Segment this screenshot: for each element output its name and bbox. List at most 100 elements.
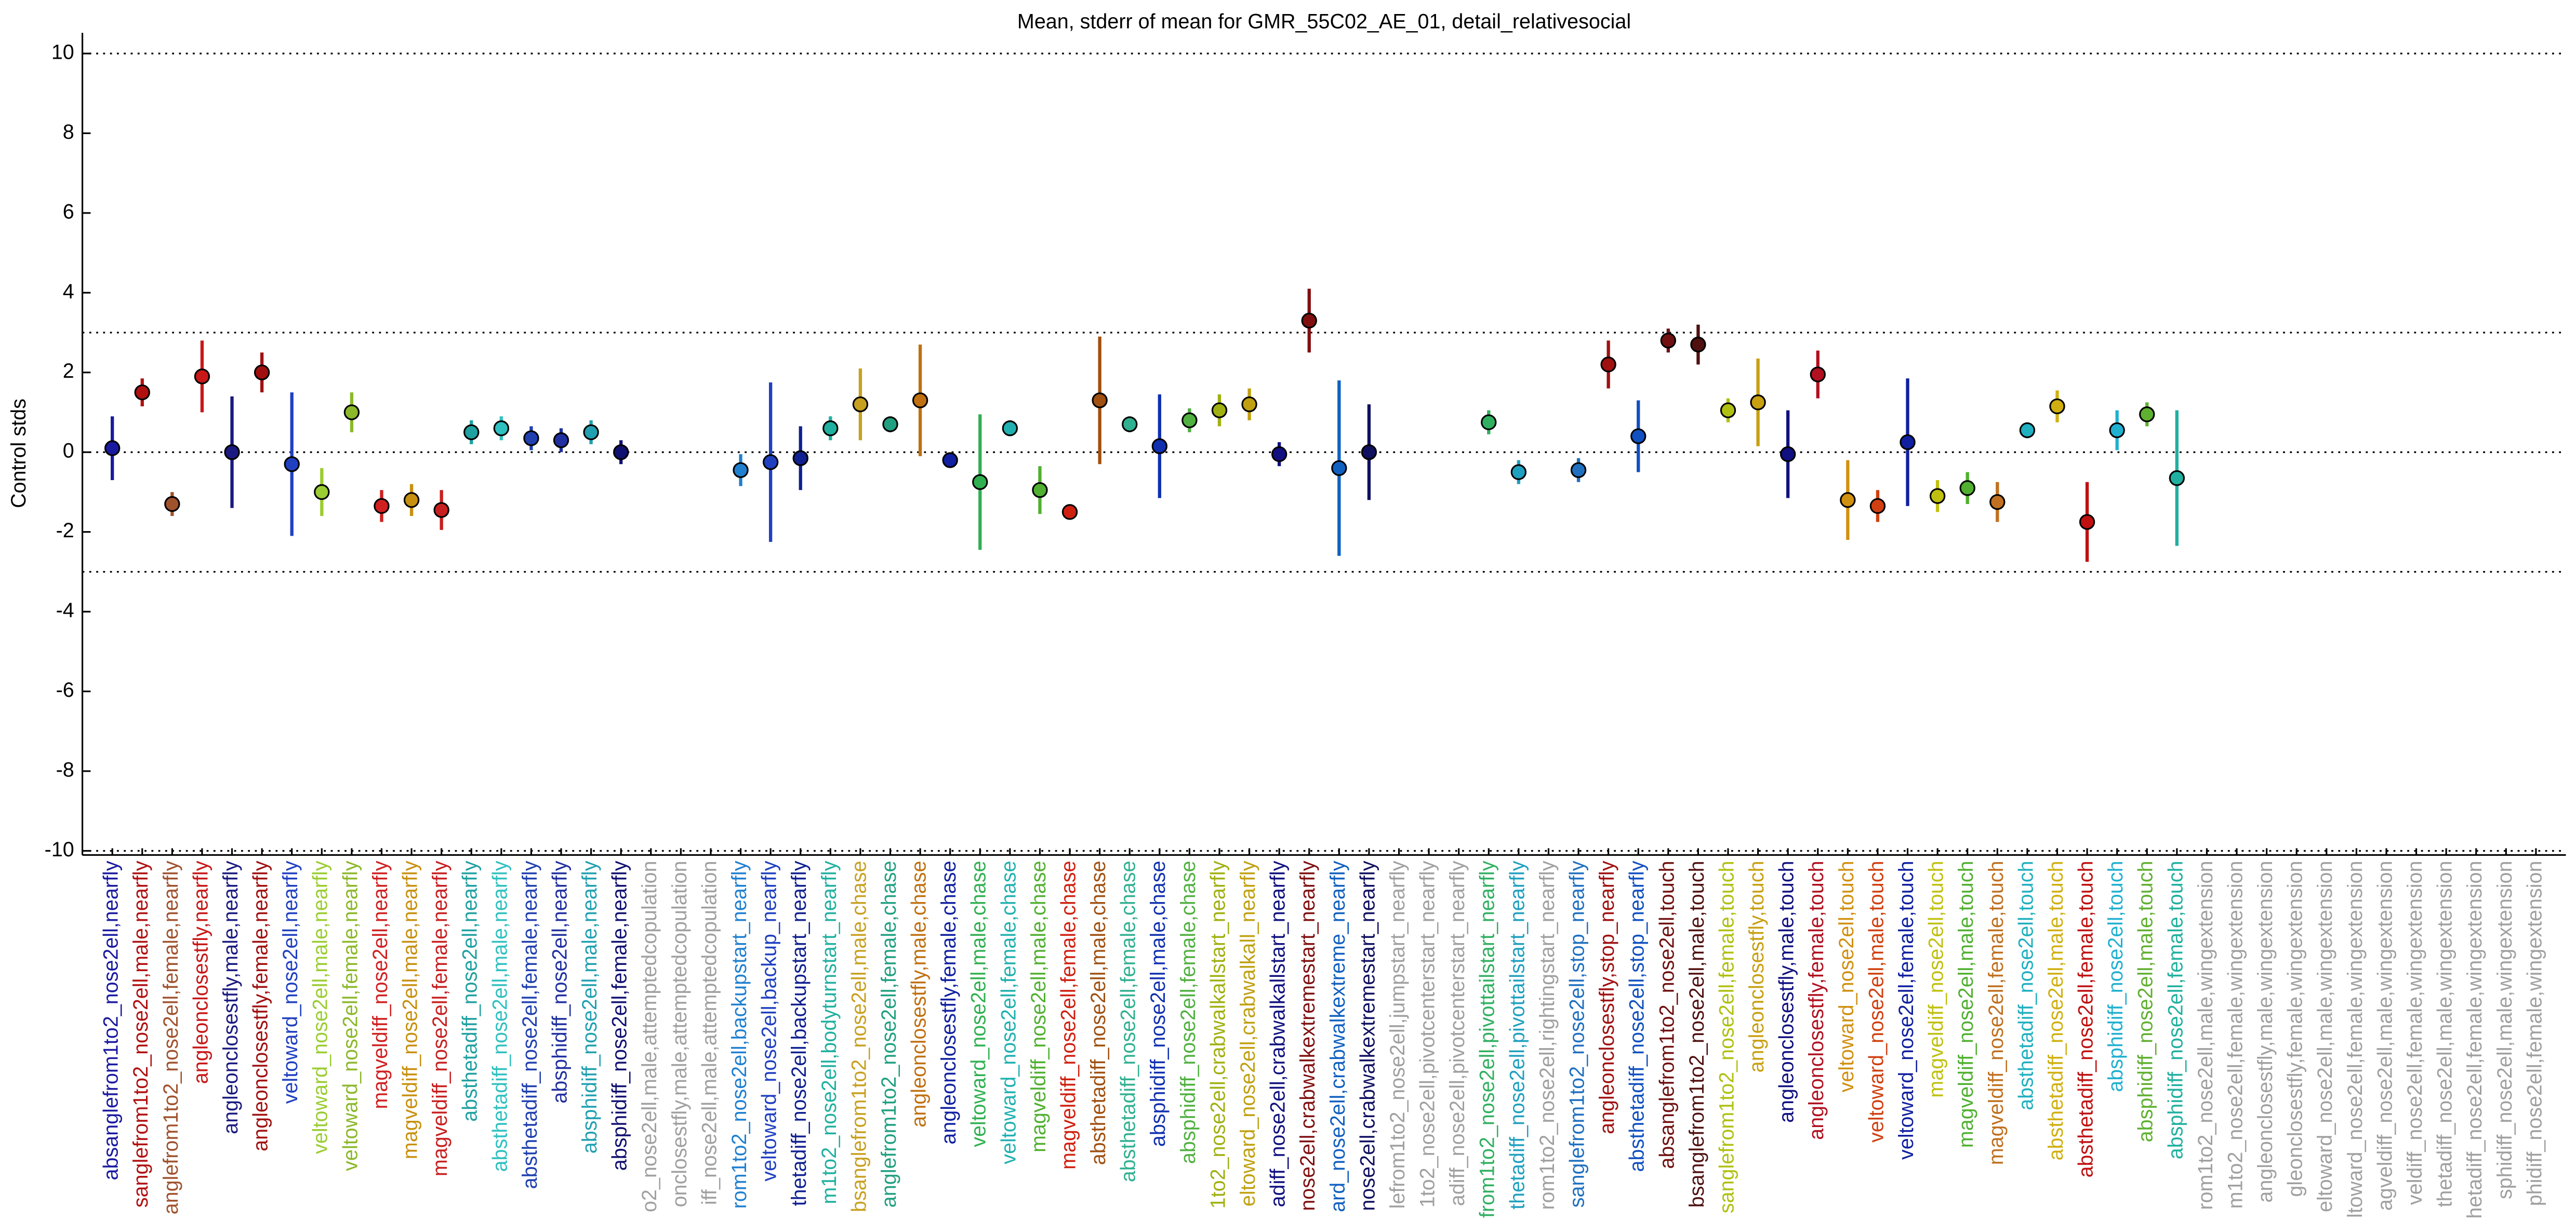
mean-marker bbox=[733, 462, 749, 478]
x-tick-label: veltoward_nose2ell,female,touch bbox=[1895, 861, 1918, 1160]
mean-marker bbox=[882, 416, 898, 432]
mean-marker bbox=[2049, 398, 2065, 415]
x-tick-label: sanglefrom1to2_nose2ell,female,touch bbox=[1715, 861, 1738, 1214]
x-tick-label: absanglefrom1to2_nose2ell,touch bbox=[1655, 861, 1678, 1169]
y-tick-label: 2 bbox=[63, 360, 74, 382]
x-tick-label: adiff_nose2ell,crabwalkallstart_nearfly bbox=[1267, 860, 1290, 1207]
mean-marker bbox=[912, 392, 928, 408]
mean-marker bbox=[1151, 438, 1167, 454]
x-tick-label: angleonclosestfly,touch bbox=[1745, 861, 1768, 1073]
x-tick-label: angleonclosestfly,nearfly bbox=[189, 860, 212, 1084]
x-tick-label: 1to2_nose2ell,pivotcenterstart_nearfly bbox=[1416, 860, 1439, 1208]
x-tick-label: ard_nose2ell,crabwalkextreme_nearfly bbox=[1326, 860, 1349, 1212]
mean-marker bbox=[463, 424, 480, 441]
y-tick-label: -10 bbox=[45, 838, 74, 861]
x-tick-label: angleonclosestfly,female,nearfly bbox=[249, 860, 272, 1151]
x-tick-label: absthetadiff_nose2ell,female,touch bbox=[2075, 861, 2097, 1178]
x-tick-label: magveldiff_nose2ell,male,chase bbox=[1027, 861, 1050, 1152]
y-tick-label: 0 bbox=[63, 440, 74, 462]
x-tick-label: sanglefrom1to2_nose2ell,male,nearfly bbox=[129, 860, 152, 1208]
mean-marker bbox=[1600, 356, 1616, 373]
x-tick-label: phidiff_nose2ell,female,wingextension bbox=[2523, 861, 2546, 1207]
x-tick-label: onclosestfly,male,attemptedcopulation bbox=[668, 861, 691, 1208]
x-tick-label: angleonclosestfly,male,wingextension bbox=[2254, 861, 2277, 1203]
mean-marker bbox=[1900, 434, 1916, 451]
x-tick-label: m1to2_nose2ell,bodyturnstart_nearfly bbox=[818, 860, 841, 1204]
x-tick-label: magveldiff_nose2ell,female,touch bbox=[1985, 861, 2008, 1165]
x-tick-label: magveldiff_nose2ell,nearfly bbox=[369, 860, 392, 1109]
mean-marker bbox=[523, 430, 539, 446]
mean-marker bbox=[1929, 488, 1946, 504]
x-tick-label: absphidiff_nose2ell,nearfly bbox=[548, 860, 571, 1103]
mean-marker bbox=[164, 496, 180, 512]
x-tick-label: magveldiff_nose2ell,female,nearfly bbox=[429, 860, 452, 1176]
mean-marker bbox=[1301, 312, 1317, 329]
chart-title: Mean, stderr of mean for GMR_55C02_AE_01… bbox=[1017, 10, 1631, 33]
mean-marker bbox=[194, 368, 210, 385]
x-tick-label: sphidiff_nose2ell,male,wingextension bbox=[2493, 861, 2516, 1199]
x-tick-label: magveldiff_nose2ell,male,nearfly bbox=[399, 860, 422, 1159]
x-tick-label: absphidiff_nose2ell,male,touch bbox=[2134, 861, 2157, 1143]
x-tick-label: magveldiff_nose2ell,touch bbox=[1925, 861, 1948, 1098]
mean-marker bbox=[553, 432, 569, 448]
mean-marker bbox=[852, 396, 869, 413]
x-tick-label: anglefrom1to2_nose2ell,female,chase bbox=[878, 861, 900, 1208]
mean-marker bbox=[343, 404, 360, 420]
mean-marker bbox=[1989, 494, 2006, 510]
y-tick-label: -8 bbox=[56, 758, 74, 781]
mean-marker bbox=[1241, 396, 1257, 413]
x-tick-label: absphidiff_nose2ell,female,nearfly bbox=[608, 860, 631, 1171]
mean-marker bbox=[2019, 422, 2036, 439]
x-tick-label: gleonclosestfly,female,wingextension bbox=[2284, 861, 2307, 1197]
x-tick-label: absphidiff_nose2ell,female,touch bbox=[2164, 861, 2187, 1160]
x-tick-label: lefrom1to2_nose2ell,jumpstart_nearfly bbox=[1386, 860, 1409, 1209]
y-tick-label: 6 bbox=[63, 200, 74, 223]
x-tick-label: rom1to2_nose2ell,rightingstart_nearfly bbox=[1536, 860, 1559, 1210]
mean-marker bbox=[403, 492, 420, 508]
x-tick-label: angleonclosestfly,female,chase bbox=[937, 861, 960, 1145]
x-tick-label: nose2ell,crabwalkextremestart_nearfly bbox=[1356, 860, 1379, 1211]
x-tick-label: ltoward_nose2ell,female,wingextension bbox=[2344, 861, 2367, 1218]
mean-marker bbox=[822, 420, 839, 436]
y-tick-label: -2 bbox=[56, 519, 74, 542]
x-tick-label: angleonclosestfly,male,chase bbox=[908, 861, 931, 1128]
mean-marker bbox=[1181, 412, 1198, 429]
x-tick-label: veltoward_nose2ell,female,nearfly bbox=[339, 860, 362, 1171]
x-tick-label: thetadiff_nose2ell,male,wingextension bbox=[2434, 861, 2457, 1208]
mean-marker bbox=[792, 450, 808, 466]
x-tick-label: thetadiff_nose2ell,pivottailstart_nearfl… bbox=[1506, 860, 1529, 1209]
y-axis-label: Control stds bbox=[7, 399, 30, 508]
x-tick-label: veltoward_nose2ell,touch bbox=[1835, 861, 1858, 1093]
mean-marker bbox=[433, 502, 449, 518]
x-tick-label: iff_nose2ell,male,attemptedcopulation bbox=[698, 861, 721, 1205]
mean-marker bbox=[1510, 464, 1527, 480]
x-tick-label: veltoward_nose2ell,backup_nearfly bbox=[758, 860, 781, 1181]
x-tick-label: agveldiff_nose2ell,male,wingextension bbox=[2373, 861, 2396, 1211]
mean-marker bbox=[583, 424, 599, 441]
x-tick-label: absanglefrom1to2_nose2ell,nearfly bbox=[100, 860, 123, 1180]
mean-marker bbox=[1810, 366, 1826, 382]
x-tick-label: m1to2_nose2ell,female,wingextension bbox=[2224, 861, 2247, 1209]
mean-marker bbox=[1690, 336, 1706, 353]
x-tick-label: rom1to2_nose2ell,male,wingextension bbox=[2194, 861, 2217, 1210]
mean-marker bbox=[493, 420, 510, 436]
x-tick-label: absthetadiff_nose2ell,male,nearfly bbox=[488, 860, 511, 1172]
x-tick-label: hetadiff_nose2ell,female,wingextension bbox=[2463, 861, 2486, 1219]
x-tick-label: rom1to2_nose2ell,backupstart_nearfly bbox=[728, 860, 751, 1209]
mean-marker bbox=[1750, 394, 1766, 410]
x-tick-label: angleonclosestfly,male,nearfly bbox=[219, 860, 242, 1134]
mean-marker bbox=[104, 440, 121, 456]
x-tick-label: absphidiff_nose2ell,female,chase bbox=[1177, 861, 1200, 1164]
mean-marker bbox=[1331, 460, 1347, 476]
mean-marker bbox=[1720, 402, 1736, 418]
x-tick-label: absphidiff_nose2ell,male,chase bbox=[1147, 861, 1170, 1147]
mean-marker bbox=[1122, 416, 1138, 432]
x-tick-label: nose2ell,crabwalkextremestart_nearfly bbox=[1296, 860, 1319, 1211]
x-tick-label: absphidiff_nose2ell,touch bbox=[2104, 861, 2127, 1092]
mean-marker bbox=[1840, 492, 1856, 508]
mean-marker bbox=[1092, 392, 1108, 408]
x-tick-label: angleonclosestfly,stop_nearfly bbox=[1596, 860, 1618, 1134]
mean-marker bbox=[1032, 482, 1048, 498]
